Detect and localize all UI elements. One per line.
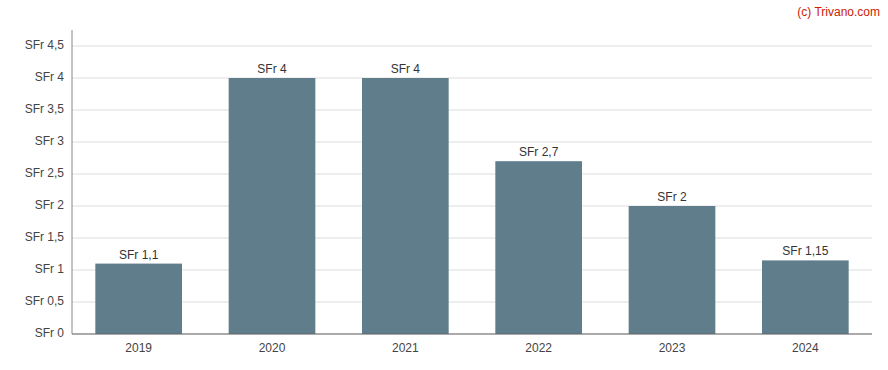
grid-line <box>72 302 872 303</box>
bar <box>762 260 849 334</box>
x-tick-label: 2022 <box>525 341 552 355</box>
y-tick-label: SFr 4,5 <box>25 38 65 52</box>
data-label: SFr 1,1 <box>119 248 159 262</box>
y-tick-label: SFr 0 <box>35 326 65 340</box>
data-label: SFr 2 <box>657 190 687 204</box>
x-tick-label: 2023 <box>659 341 686 355</box>
bar <box>495 161 582 334</box>
bar <box>229 78 316 334</box>
x-tick-label: 2019 <box>125 341 152 355</box>
grid-line <box>72 78 872 79</box>
y-tick-label: SFr 1 <box>35 262 65 276</box>
data-label: SFr 4 <box>257 62 287 76</box>
data-label: SFr 1,15 <box>782 244 828 258</box>
y-axis-line <box>72 30 73 334</box>
y-tick-label: SFr 1,5 <box>25 230 65 244</box>
grid-line <box>72 270 872 271</box>
chart: SFr 0 SFr 0,5 SFr 1 SFr 1,5 SFr 2 SFr 2,5 SFr … <box>0 0 888 370</box>
grid-line <box>72 238 872 239</box>
data-labels: SFr 1,1 SFr 4 SFr 4 SFr 2,7 SFr 2 SFr 1,15 <box>119 62 829 262</box>
x-axis: 2019 2020 2021 2022 2023 2024 <box>125 341 819 355</box>
bar <box>95 264 182 334</box>
x-tick-label: 2020 <box>259 341 286 355</box>
y-axis: SFr 0 SFr 0,5 SFr 1 SFr 1,5 SFr 2 SFr 2,5 SFr … <box>25 30 72 340</box>
grid <box>72 46 872 334</box>
grid-line <box>72 206 872 207</box>
y-tick-label: SFr 2,5 <box>25 166 65 180</box>
grid-line <box>72 142 872 143</box>
x-tick-label: 2021 <box>392 341 419 355</box>
grid-line <box>72 110 872 111</box>
bar <box>362 78 449 334</box>
y-tick-label: SFr 2 <box>35 198 65 212</box>
y-tick-label: SFr 3,5 <box>25 102 65 116</box>
y-tick-label: SFr 3 <box>35 134 65 148</box>
y-tick-label: SFr 0,5 <box>25 294 65 308</box>
grid-line <box>72 174 872 175</box>
grid-line <box>72 334 872 335</box>
x-axis-line <box>72 334 872 335</box>
bar <box>629 206 716 334</box>
data-label: SFr 2,7 <box>519 145 559 159</box>
y-tick-label: SFr 4 <box>35 70 65 84</box>
data-label: SFr 4 <box>391 62 421 76</box>
bars <box>95 78 848 334</box>
x-tick-label: 2024 <box>792 341 819 355</box>
grid-line <box>72 46 872 47</box>
watermark: (c) Trivano.com <box>797 5 880 19</box>
